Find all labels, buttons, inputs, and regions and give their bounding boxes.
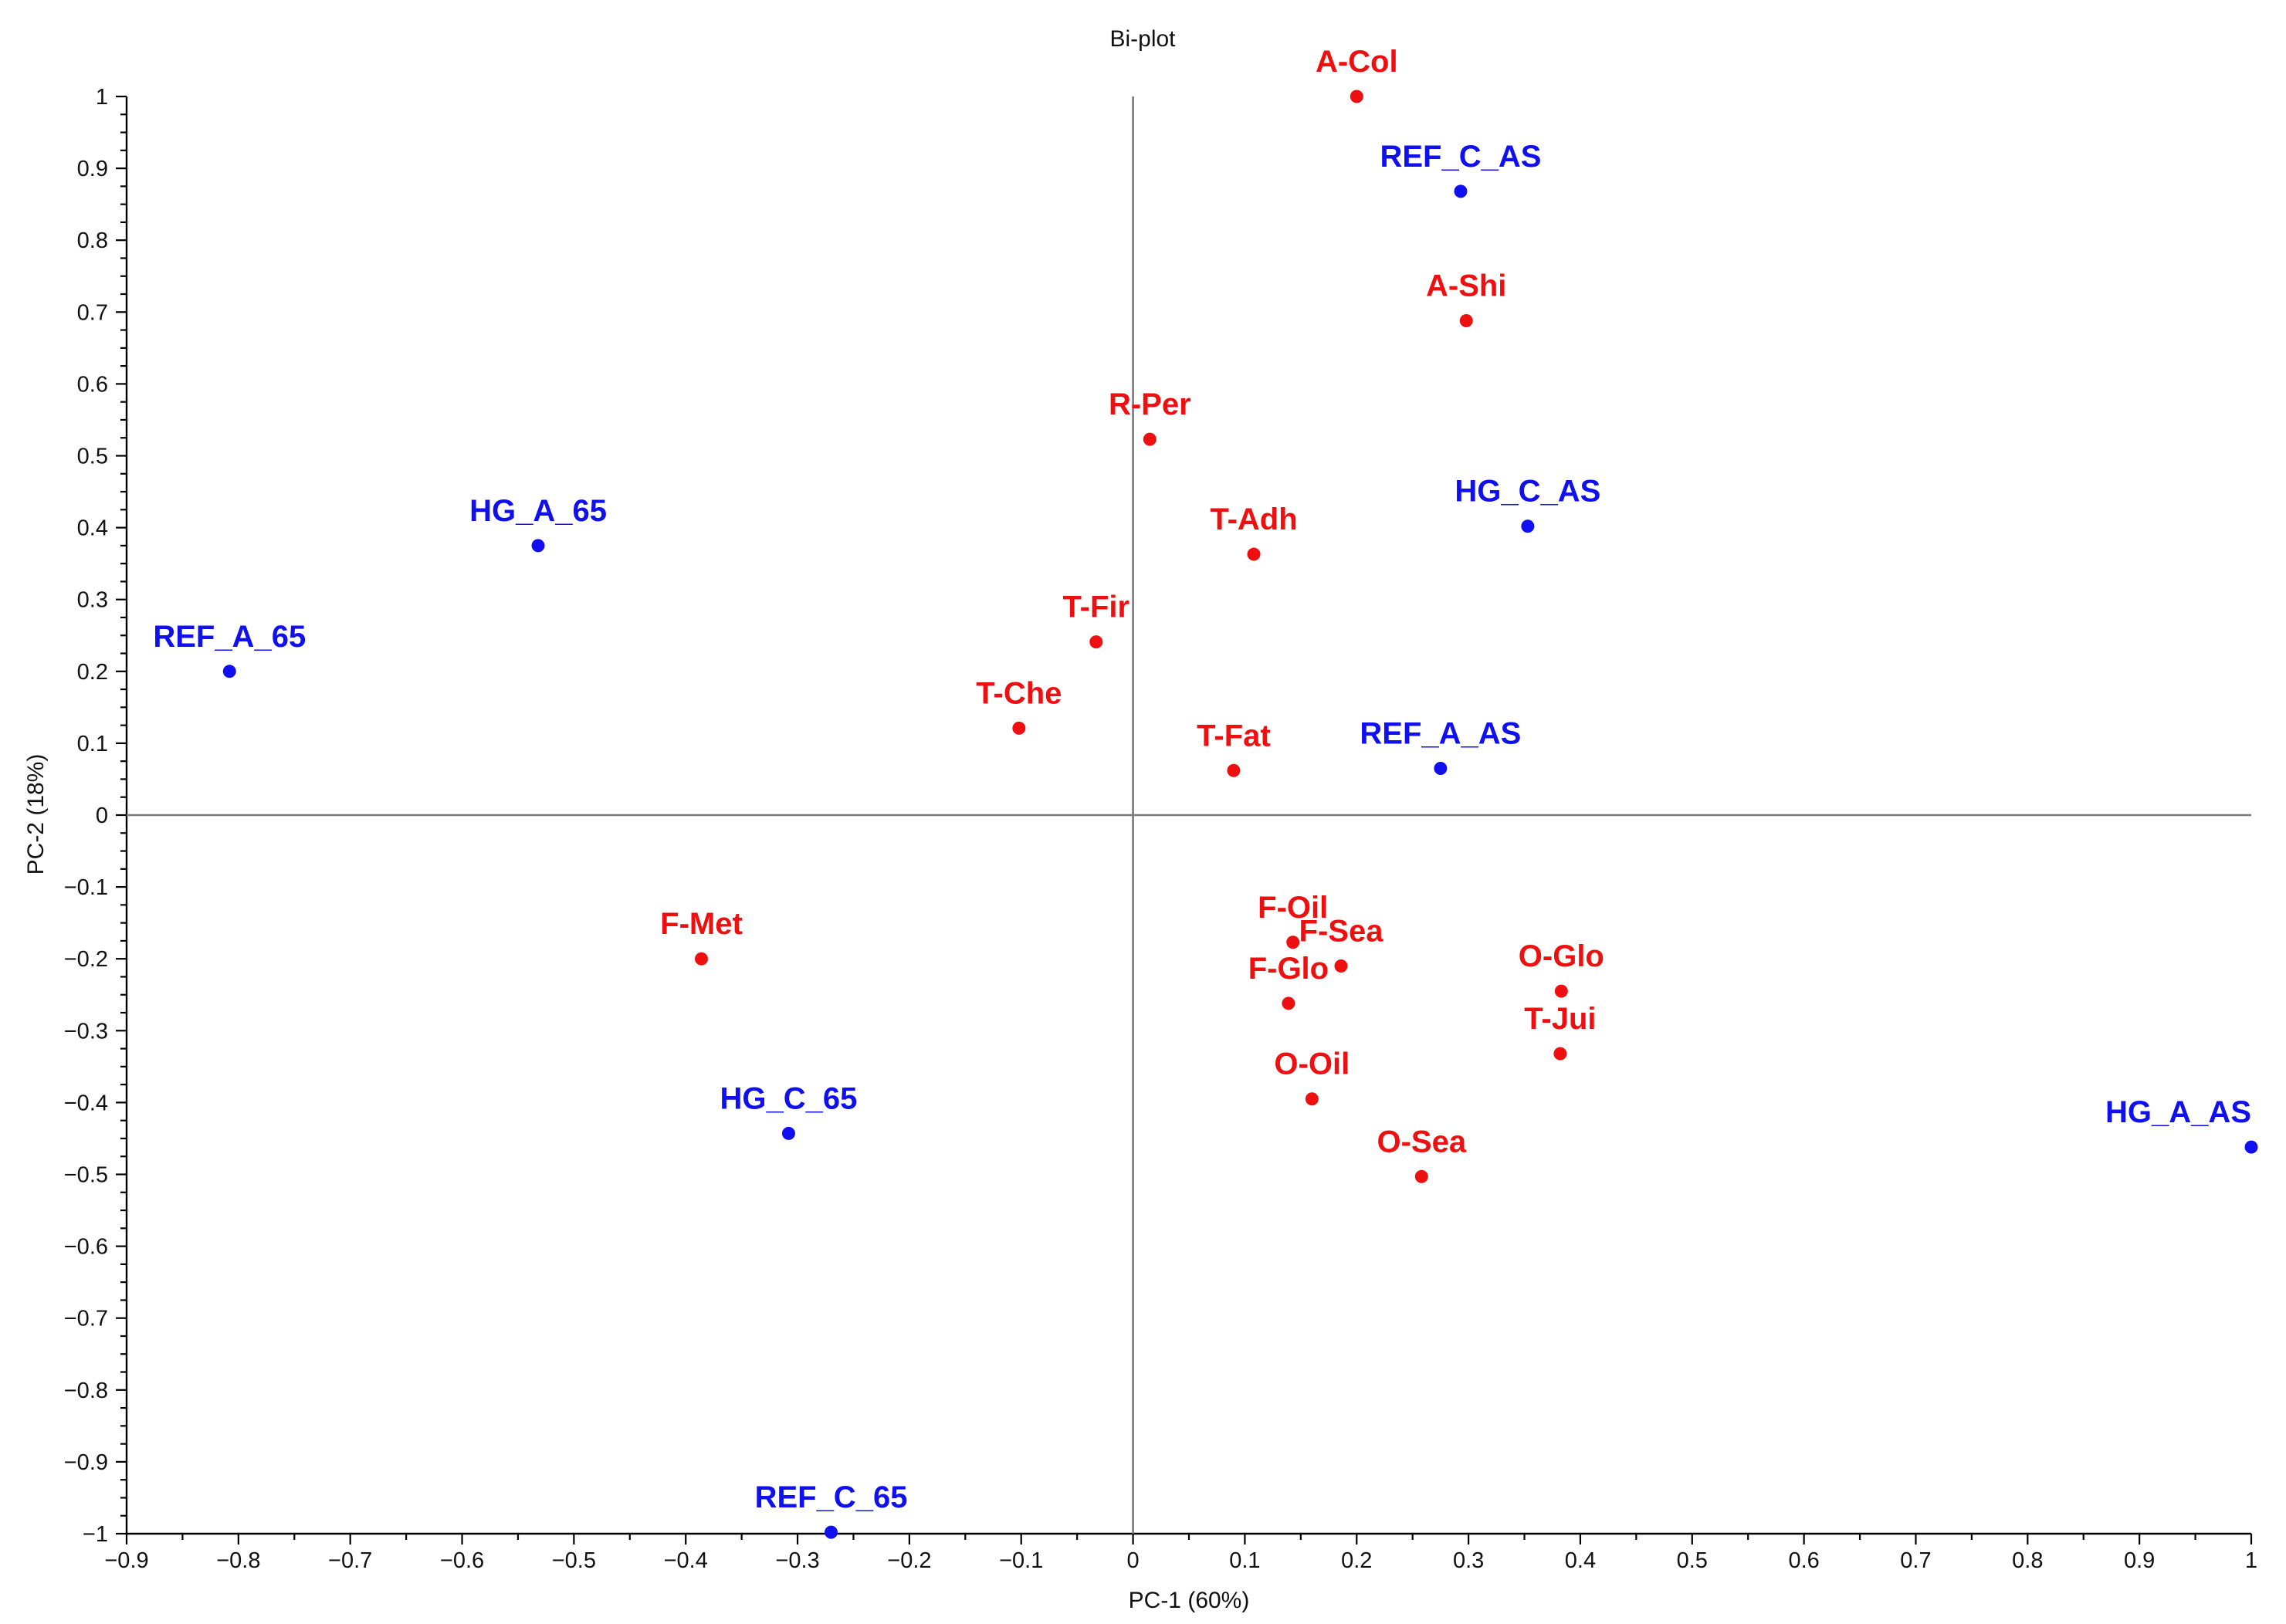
- point-hg-a-65: [531, 539, 545, 553]
- x-tick-label: 0.3: [1453, 1548, 1484, 1573]
- x-tick-label: 0.5: [1677, 1548, 1708, 1573]
- x-tick-label: −0.9: [104, 1548, 148, 1573]
- y-tick-label: −0.9: [64, 1450, 108, 1475]
- point-hg-c-as: [1521, 519, 1535, 533]
- point-label-t-che: T-Che: [976, 676, 1062, 710]
- point-a-shi: [1459, 313, 1473, 327]
- point-label-t-jui: T-Jui: [1524, 1002, 1596, 1036]
- y-tick-label: −0.4: [64, 1091, 108, 1115]
- point-a-col: [1350, 90, 1363, 103]
- samples-series: REF_C_AS HG_C_AS HG_A_65 REF_A_65 REF_A_AS HG…: [153, 140, 2258, 1539]
- y-axis-title: PC-2 (18%): [23, 754, 49, 875]
- point-label-ref-a-as: REF_A_AS: [1360, 716, 1521, 750]
- x-axis-title: PC-1 (60%): [1129, 1588, 1250, 1613]
- point-label-ref-c-65: REF_C_65: [755, 1480, 908, 1514]
- point-t-jui: [1553, 1047, 1567, 1061]
- y-tick-label: 1: [96, 85, 108, 110]
- point-f-glo: [1282, 996, 1295, 1010]
- point-label-f-met: F-Met: [660, 907, 743, 941]
- point-r-per: [1143, 432, 1157, 446]
- point-t-fat: [1227, 763, 1241, 777]
- point-f-sea: [1334, 959, 1348, 973]
- point-label-t-adh: T-Adh: [1210, 502, 1297, 536]
- x-tick-label: 0: [1127, 1548, 1140, 1573]
- point-ref-a-as: [1434, 761, 1448, 775]
- y-ticks: 1 0.9 0.8 0.7 0.6 0.5 0.4 0.3 0.2 0.1 0 −0.1 −0.2 −0.…: [64, 85, 127, 1547]
- point-hg-c-65: [781, 1126, 795, 1140]
- point-label-r-per: R-Per: [1109, 387, 1191, 421]
- point-label-a-shi: A-Shi: [1426, 269, 1506, 303]
- y-tick-label: −0.5: [64, 1163, 108, 1188]
- x-tick-label: −0.1: [999, 1548, 1043, 1573]
- point-label-t-fat: T-Fat: [1197, 719, 1271, 753]
- x-tick-label: −0.2: [887, 1548, 931, 1573]
- y-tick-label: 0.7: [77, 300, 108, 325]
- point-label-hg-c-as: HG_C_AS: [1455, 475, 1600, 509]
- y-tick-label: 0.1: [77, 732, 108, 756]
- x-tick-label: 1: [2245, 1548, 2257, 1573]
- x-tick-label: 0.6: [1788, 1548, 1819, 1573]
- y-tick-label: −0.8: [64, 1379, 108, 1403]
- point-f-oil: [1286, 935, 1300, 949]
- point-label-ref-c-as: REF_C_AS: [1380, 140, 1541, 174]
- point-label-t-fir: T-Fir: [1062, 590, 1129, 624]
- point-ref-c-65: [825, 1525, 838, 1539]
- x-tick-label: −0.6: [440, 1548, 484, 1573]
- y-tick-label: 0: [96, 804, 108, 828]
- x-tick-label: −0.4: [664, 1548, 708, 1573]
- series-layer: REF_C_AS HG_C_AS HG_A_65 REF_A_65 REF_A_AS HG…: [153, 45, 2258, 1539]
- point-t-che: [1012, 721, 1026, 735]
- y-tick-label: 0.9: [77, 157, 108, 181]
- x-tick-label: −0.3: [775, 1548, 819, 1573]
- point-hg-a-as: [2244, 1140, 2258, 1154]
- x-ticks: −0.9 −0.8 −0.7 −0.6 −0.5 −0.4 −0.3 −0.2 −0.1 0 0.1…: [104, 1534, 2257, 1573]
- y-tick-label: 0.3: [77, 588, 108, 613]
- y-tick-label: −0.1: [64, 875, 108, 900]
- point-label-hg-c-65: HG_C_65: [720, 1081, 858, 1115]
- point-ref-a-65: [222, 665, 236, 678]
- point-f-met: [694, 952, 708, 966]
- point-label-o-sea: O-Sea: [1377, 1125, 1466, 1159]
- point-t-fir: [1089, 635, 1103, 649]
- y-tick-label: 0.8: [77, 228, 108, 253]
- y-tick-label: −1: [83, 1522, 108, 1547]
- x-tick-label: −0.7: [328, 1548, 372, 1573]
- point-label-hg-a-as: HG_A_AS: [2105, 1095, 2251, 1129]
- chart-title: Bi-plot: [1109, 26, 1176, 52]
- axes: [125, 96, 2251, 1535]
- x-tick-label: 0.4: [1565, 1548, 1596, 1573]
- y-tick-label: −0.7: [64, 1307, 108, 1331]
- x-tick-label: 0.8: [2012, 1548, 2043, 1573]
- point-ref-c-as: [1454, 184, 1468, 198]
- attributes-series: A-Col A-Shi R-Per T-Adh T-Fir T-Che T-Fat F-Met…: [660, 45, 1604, 1183]
- point-t-adh: [1247, 547, 1261, 561]
- point-label-hg-a-65: HG_A_65: [469, 494, 607, 528]
- x-tick-label: 0.7: [1900, 1548, 1931, 1573]
- point-label-a-col: A-Col: [1316, 45, 1398, 79]
- point-label-f-oil: F-Oil: [1258, 891, 1328, 925]
- point-label-o-glo: O-Glo: [1519, 939, 1604, 973]
- y-tick-label: −0.6: [64, 1235, 108, 1260]
- x-tick-label: 0.9: [2124, 1548, 2155, 1573]
- point-o-glo: [1554, 984, 1568, 998]
- x-tick-label: 0.1: [1229, 1548, 1260, 1573]
- y-tick-label: −0.2: [64, 947, 108, 972]
- point-label-ref-a-65: REF_A_65: [153, 620, 306, 654]
- y-tick-label: 0.4: [77, 516, 108, 541]
- point-o-sea: [1414, 1169, 1428, 1183]
- y-tick-label: 0.5: [77, 445, 108, 469]
- point-label-o-oil: O-Oil: [1274, 1047, 1350, 1081]
- point-label-f-glo: F-Glo: [1248, 952, 1329, 986]
- point-label-f-sea: F-Sea: [1299, 915, 1384, 949]
- x-tick-label: 0.2: [1341, 1548, 1372, 1573]
- y-tick-label: 0.2: [77, 660, 108, 685]
- y-tick-label: 0.6: [77, 372, 108, 397]
- point-o-oil: [1305, 1092, 1319, 1106]
- x-tick-label: −0.5: [552, 1548, 596, 1573]
- x-tick-label: −0.8: [216, 1548, 260, 1573]
- y-tick-label: −0.3: [64, 1019, 108, 1044]
